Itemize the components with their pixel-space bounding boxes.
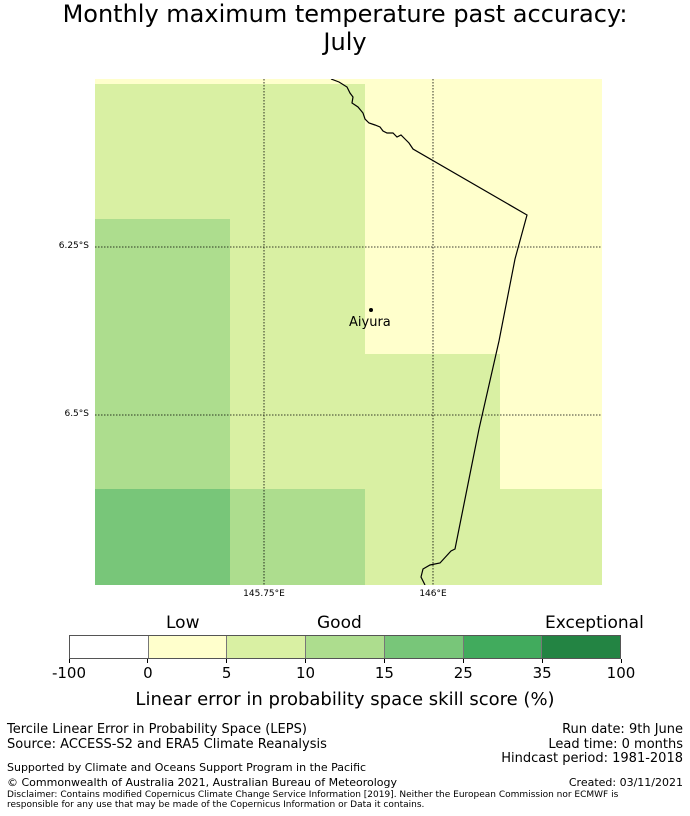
colorbar-tick-label: 5 — [221, 664, 232, 682]
colorbar-segment — [148, 636, 228, 658]
copyright-text: © Commonwealth of Australia 2021, Austra… — [7, 776, 397, 789]
place-label: Aiyura — [349, 315, 391, 330]
place-marker — [369, 308, 373, 312]
colorbar-tick-label: -100 — [51, 664, 87, 682]
colorbar-tick-mark — [383, 659, 385, 663]
latitude-label: 6.25°S — [58, 241, 89, 251]
source-text: Source: ACCESS-S2 and ERA5 Climate Reana… — [7, 737, 327, 752]
category-label-exceptional: Exceptional — [545, 613, 644, 633]
colorbar-segment — [70, 636, 149, 658]
colorbar-tick-mark — [147, 659, 149, 663]
run-date-text: Run date: 9th June — [562, 722, 683, 737]
colorbar-segment — [384, 636, 464, 658]
category-label-good: Good — [317, 613, 362, 633]
skill-cell — [365, 354, 500, 489]
colorbar-segment — [463, 636, 543, 658]
colorbar-tick-label: 10 — [296, 664, 316, 682]
colorbar-segment — [306, 636, 385, 658]
skill-cell — [365, 489, 602, 585]
colorbar-tick-label: 0 — [143, 664, 153, 682]
skill-map — [95, 79, 602, 585]
colorbar-segment — [542, 636, 621, 658]
skill-cell — [230, 489, 365, 585]
colorbar-tick-label: 100 — [606, 664, 636, 682]
skill-cell — [95, 219, 230, 489]
support-text: Supported by Climate and Oceans Support … — [7, 761, 367, 774]
colorbar-tick-mark — [68, 659, 70, 663]
colorbar-label: Linear error in probability space skill … — [135, 689, 555, 710]
colorbar-tick-label: 15 — [374, 664, 394, 682]
method-text: Tercile Linear Error in Probability Spac… — [7, 722, 307, 737]
longitude-label: 145.75°E — [243, 589, 285, 599]
province-boundary — [330, 79, 528, 585]
disclaimer-line-2: responsible for any use that may be made… — [7, 800, 425, 810]
title-line-2: July — [323, 28, 367, 56]
colorbar-segment — [227, 636, 307, 658]
colorbar-tick-mark — [541, 659, 543, 663]
colorbar — [69, 635, 621, 659]
colorbar-tick-label: 25 — [453, 664, 473, 682]
longitude-label: 146°E — [419, 589, 447, 599]
skill-cell — [230, 219, 365, 354]
disclaimer-line-1: Disclaimer: Contains modified Copernicus… — [7, 790, 619, 800]
category-label-low: Low — [166, 613, 200, 633]
title-line-1: Monthly maximum temperature past accurac… — [62, 0, 628, 28]
hindcast-text: Hindcast period: 1981-2018 — [501, 751, 683, 766]
colorbar-tick-mark — [462, 659, 464, 663]
colorbar-tick-mark — [305, 659, 307, 663]
latitude-label: 6.5°S — [64, 409, 89, 419]
skill-cell — [95, 84, 365, 219]
created-text: Created: 03/11/2021 — [568, 776, 683, 789]
map-title: Monthly maximum temperature past accurac… — [0, 0, 690, 56]
colorbar-tick-label: 35 — [532, 664, 552, 682]
skill-cell — [95, 489, 230, 585]
colorbar-tick-mark — [226, 659, 228, 663]
lead-time-text: Lead time: 0 months — [548, 737, 683, 752]
colorbar-tick-mark — [620, 659, 622, 663]
